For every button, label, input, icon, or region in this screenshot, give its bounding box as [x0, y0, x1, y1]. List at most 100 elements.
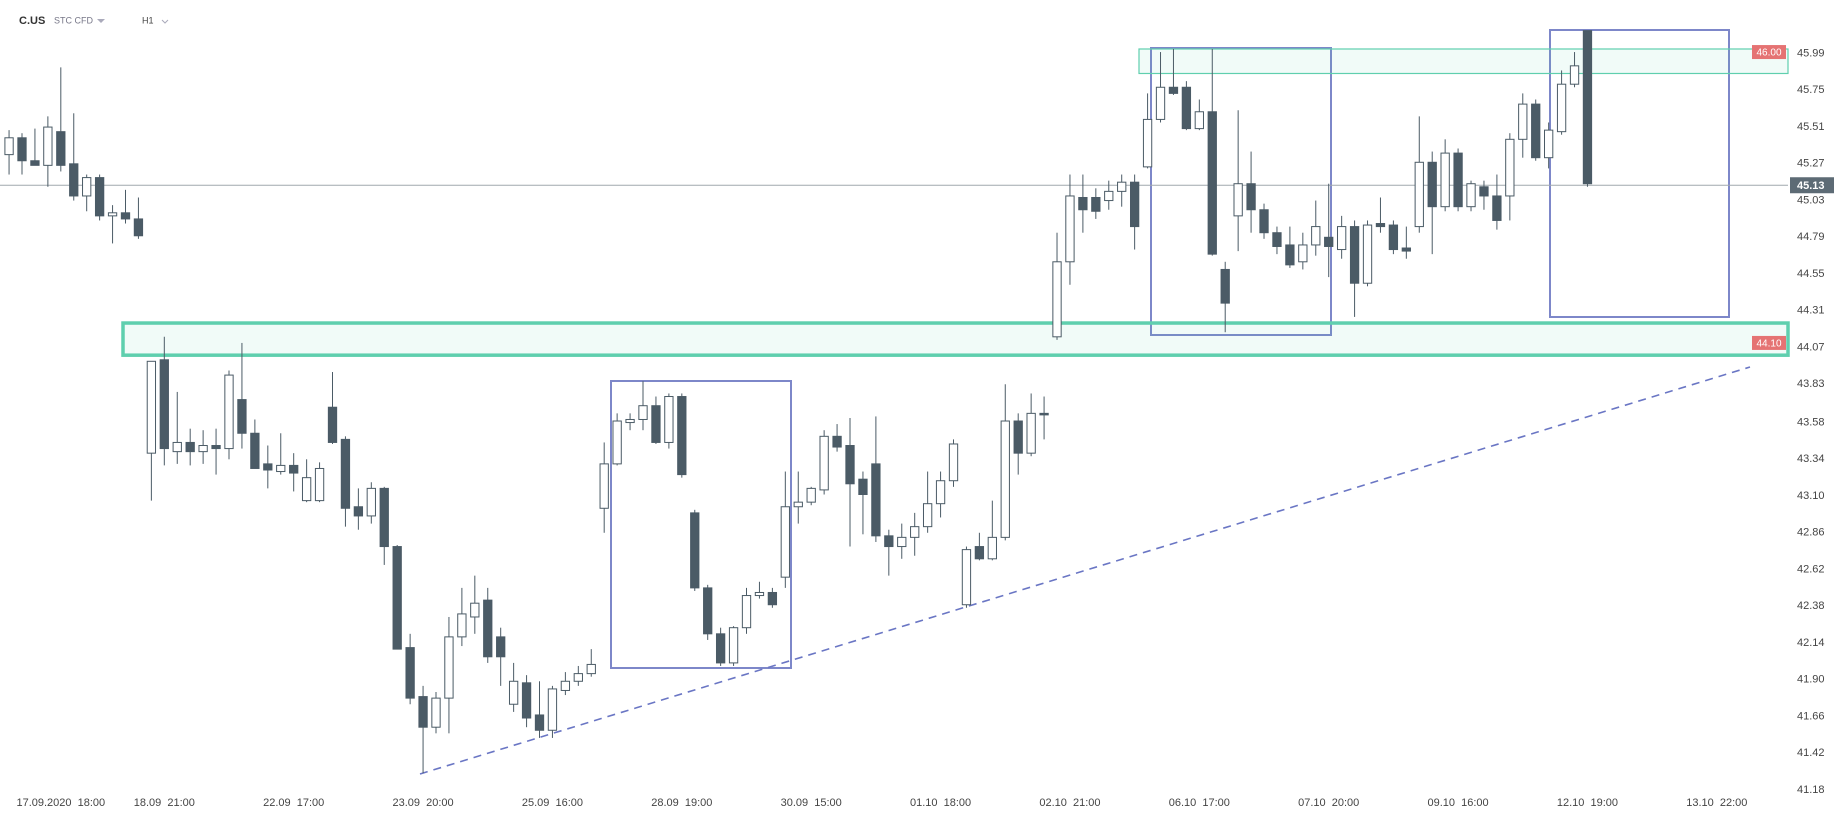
dropdown-arrow[interactable]	[97, 19, 105, 23]
y-tick-label: 44.31	[1797, 305, 1825, 317]
candle-body	[1401, 247, 1411, 252]
candle-body	[340, 438, 351, 509]
x-tick-label: 23.09 20:00	[392, 797, 453, 809]
market[interactable]: STC CFD	[54, 15, 93, 25]
candle-body	[146, 360, 157, 454]
candle-body	[1414, 161, 1424, 228]
candle-body	[457, 613, 467, 638]
candle-body	[767, 591, 778, 606]
candle-body	[1026, 412, 1036, 454]
interval[interactable]: H1	[142, 15, 154, 25]
y-tick-label: 41.42	[1797, 747, 1825, 759]
level-tag	[1752, 335, 1786, 350]
candle-body	[185, 441, 195, 453]
candle-body	[1582, 30, 1593, 185]
x-tick-label: 28.09 19:00	[651, 797, 712, 809]
y-tick-label: 41.66	[1797, 710, 1825, 722]
candle-body	[1375, 223, 1386, 228]
candle-body	[871, 463, 881, 537]
x-tick-label: 07.10 20:00	[1298, 797, 1359, 809]
candle-body	[366, 487, 376, 517]
candle-body	[82, 177, 92, 197]
level-tag-label: 46.00	[1756, 48, 1781, 59]
candle-body	[1349, 226, 1360, 284]
trend-line	[419, 366, 1751, 775]
x-tick-label: 01.10 18:00	[910, 797, 971, 809]
candle-body	[405, 647, 415, 699]
annotation-box	[610, 380, 792, 669]
candle-body	[560, 680, 571, 691]
candle-body	[974, 546, 985, 560]
candle-body	[1220, 268, 1230, 304]
candle-body	[1259, 209, 1269, 234]
candle-body	[715, 633, 726, 664]
candle-body	[1104, 190, 1114, 202]
y-tick-label: 45.51	[1797, 121, 1825, 133]
candle-body	[961, 549, 972, 606]
candle-body	[780, 506, 790, 578]
candle-body	[301, 477, 312, 502]
candle-body	[120, 212, 131, 220]
candle-body	[1569, 65, 1580, 85]
candle-body	[470, 602, 480, 618]
candle-body	[1440, 152, 1450, 208]
candle-body	[289, 464, 299, 474]
candle-body	[1518, 103, 1528, 140]
candle-body	[1078, 196, 1088, 211]
candle-body	[1324, 236, 1334, 247]
candle-body	[133, 218, 144, 237]
candle-body	[94, 177, 105, 217]
candle-body	[159, 359, 169, 450]
candle-body	[910, 526, 920, 538]
candle-body	[4, 137, 14, 156]
candle-body	[612, 420, 622, 465]
y-tick-label: 45.03	[1797, 194, 1825, 206]
candle-body	[444, 636, 454, 699]
candle-body	[1427, 161, 1437, 208]
candle-body	[211, 445, 221, 450]
y-tick-label: 42.62	[1797, 563, 1825, 575]
candle-body	[483, 599, 493, 658]
y-tick-label: 43.83	[1797, 378, 1825, 390]
candle-body	[819, 435, 829, 491]
candle-body	[43, 126, 53, 166]
candle-body	[379, 487, 389, 548]
candle-body	[534, 714, 545, 731]
candle-body	[547, 688, 558, 731]
x-tick-label: 17.09.2020 18:00	[16, 797, 105, 809]
dropdown-arrow[interactable]	[161, 19, 169, 24]
candle-body	[793, 501, 803, 508]
candle-body	[1039, 412, 1049, 416]
candle-body	[690, 512, 700, 589]
candle-body	[1129, 181, 1140, 228]
candle-body	[392, 546, 402, 650]
candle-body	[1246, 183, 1256, 211]
candle-body	[276, 464, 286, 473]
candle-body	[987, 536, 997, 560]
x-tick-label: 18.09 21:00	[134, 797, 195, 809]
candle-body	[858, 478, 868, 495]
candle-body	[17, 137, 27, 162]
candle-body	[586, 663, 596, 675]
y-tick-label: 45.99	[1797, 47, 1825, 59]
last-price-label: 45.13	[1797, 180, 1825, 192]
candle-body	[353, 506, 364, 517]
candle-body	[263, 463, 273, 471]
x-tick-label: 06.10 17:00	[1169, 797, 1230, 809]
candle-body	[107, 212, 118, 217]
candle-body	[172, 441, 182, 453]
candle-body	[832, 435, 842, 448]
last-price-tag	[1790, 177, 1834, 194]
x-tick-label: 12.10 19:00	[1557, 797, 1618, 809]
x-tick-label: 09.10 16:00	[1428, 797, 1489, 809]
y-tick-label: 42.86	[1797, 527, 1825, 539]
candle-body	[599, 463, 609, 509]
candle-body	[806, 487, 816, 503]
candle-body	[496, 636, 506, 658]
level-zone	[121, 321, 1790, 357]
candle-body	[1194, 111, 1204, 130]
candle-body	[1117, 181, 1127, 192]
candle-body	[1531, 103, 1541, 159]
symbol: C.US	[19, 15, 45, 27]
candle-body	[845, 445, 855, 485]
